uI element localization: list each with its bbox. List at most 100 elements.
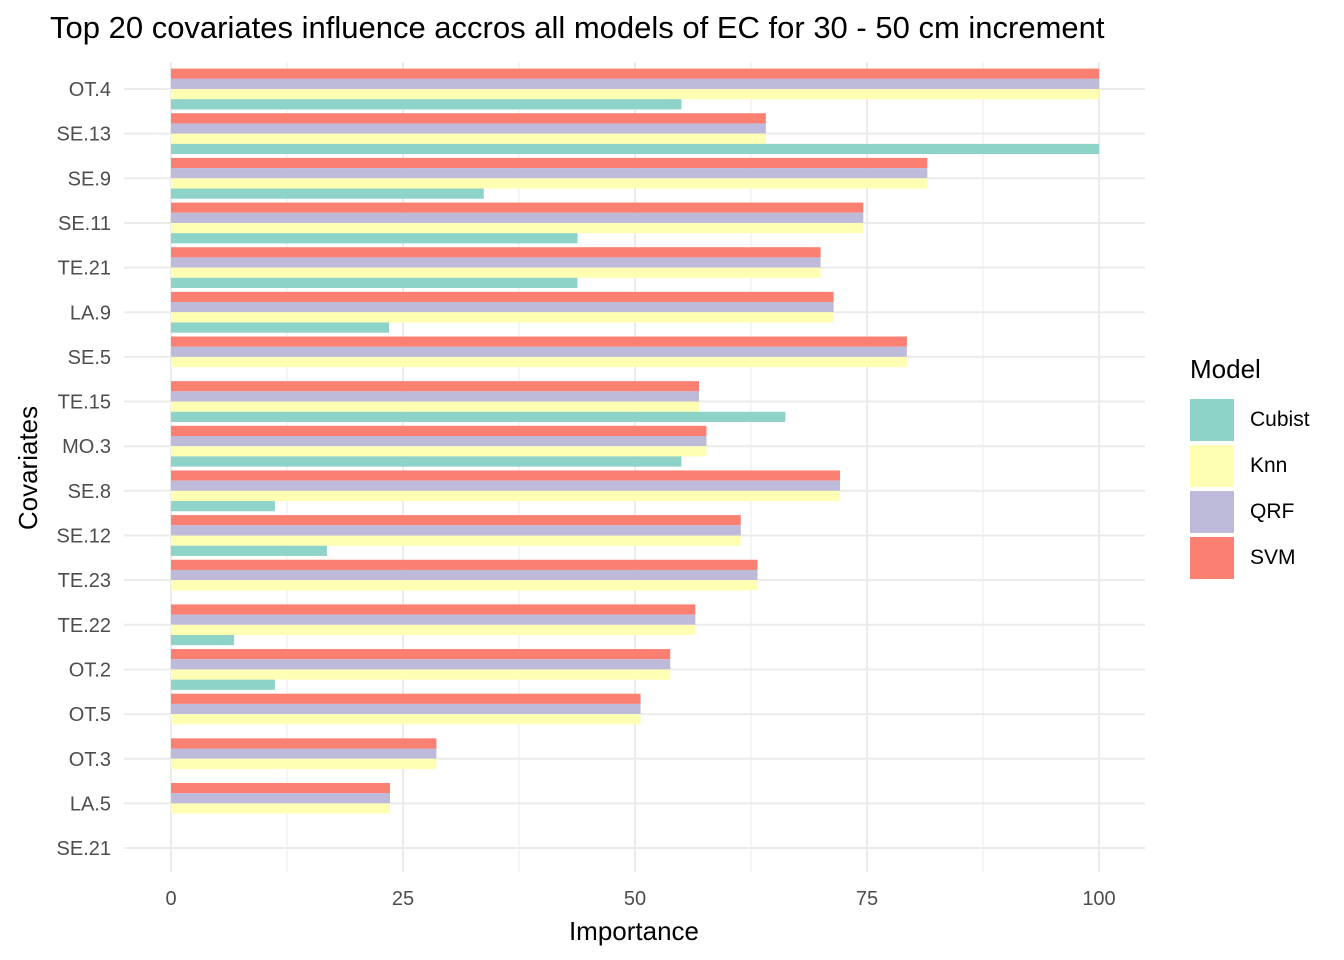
y-tick-label: TE.21: [58, 258, 111, 280]
legend-title: Model: [1190, 354, 1261, 384]
bar-qrf-te-23: [171, 569, 758, 581]
y-tick-label: SE.21: [57, 838, 111, 860]
bar-svm-te-15: [171, 381, 700, 392]
bar-svm-la-9: [171, 291, 834, 303]
legend-item-svm: SVM: [1190, 536, 1296, 580]
bar-qrf-te-21: [171, 257, 821, 268]
bar-svm-ot-3: [171, 738, 437, 749]
bars-layer: [171, 68, 1099, 814]
x-tick-label: 50: [624, 888, 646, 910]
bar-svm-se-5: [171, 336, 907, 347]
x-tick-label: 25: [392, 888, 414, 910]
bar-cubist-se-11: [171, 233, 578, 244]
y-tick-labels: OT.4 SE.13 SE.9 SE.11 TE.21 LA.9 SE.5 TE.15 MO.3…: [57, 79, 111, 860]
y-tick-label: TE.15: [58, 392, 111, 414]
bar-knn-se-11: [171, 222, 864, 234]
y-tick-label: MO.3: [62, 436, 111, 458]
bar-cubist-te-22: [171, 635, 235, 646]
bar-qrf-ot-3: [171, 748, 437, 759]
bar-qrf-se-9: [171, 168, 928, 179]
legend-label: SVM: [1250, 546, 1296, 569]
bar-svm-la-5: [171, 783, 391, 794]
bar-cubist-la-9: [171, 322, 390, 333]
bar-knn-se-5: [171, 356, 907, 368]
bar-knn-se-8: [171, 490, 841, 502]
bar-svm-se-12: [171, 515, 741, 526]
bar-qrf-se-13: [171, 123, 766, 134]
bar-knn-mo-3: [171, 446, 707, 457]
bar-qrf-ot-2: [171, 659, 671, 670]
bar-knn-te-21: [171, 267, 821, 278]
bar-qrf-se-12: [171, 525, 741, 536]
y-tick-label: OT.4: [69, 79, 111, 101]
bar-cubist-se-8: [171, 501, 275, 512]
y-tick-label: OT.5: [69, 704, 111, 726]
bar-svm-te-22: [171, 604, 696, 615]
legend-item-knn: Knn: [1190, 444, 1287, 488]
bar-cubist-se-12: [171, 545, 327, 556]
legend-swatch: [1190, 537, 1234, 579]
x-axis-label: Importance: [569, 916, 699, 946]
bar-svm-ot-5: [171, 693, 641, 704]
legend-item-cubist: Cubist: [1190, 398, 1310, 442]
y-axis-label: Covariates: [13, 406, 43, 530]
bar-svm-se-9: [171, 157, 928, 169]
legend-swatch: [1190, 491, 1234, 533]
x-tick-label: 75: [856, 888, 878, 910]
bar-qrf-se-11: [171, 212, 864, 223]
y-tick-label: SE.12: [57, 526, 111, 548]
legend-swatch: [1190, 445, 1234, 487]
bar-svm-se-11: [171, 202, 864, 213]
bar-svm-se-13: [171, 113, 766, 124]
bar-svm-ot-4: [171, 68, 1099, 79]
y-tick-label: OT.3: [69, 749, 111, 771]
bar-svm-te-23: [171, 559, 758, 570]
bar-knn-te-22: [171, 624, 696, 635]
legend-label: Knn: [1250, 454, 1288, 477]
bar-svm-se-8: [171, 470, 841, 481]
bar-knn-te-23: [171, 580, 758, 591]
bar-svm-te-21: [171, 247, 821, 258]
bar-svm-ot-2: [171, 649, 671, 660]
bar-cubist-ot-2: [171, 679, 275, 690]
y-tick-label: TE.22: [58, 615, 111, 637]
bar-knn-se-9: [171, 178, 928, 189]
bar-cubist-se-13: [171, 143, 1099, 155]
bar-qrf-te-15: [171, 391, 700, 402]
legend-label: QRF: [1250, 500, 1295, 523]
bar-knn-ot-4: [171, 89, 1099, 100]
x-tick-label: 100: [1082, 888, 1115, 910]
x-tick-labels: 0 25 50 75 100: [165, 888, 1115, 910]
bar-cubist-se-9: [171, 188, 484, 199]
bar-knn-la-5: [171, 803, 391, 814]
y-tick-label: LA.5: [70, 793, 111, 815]
bar-cubist-ot-4: [171, 99, 682, 110]
y-tick-label: TE.23: [58, 570, 111, 592]
y-tick-label: LA.9: [70, 302, 111, 324]
x-tick-label: 0: [165, 888, 176, 910]
chart-title: Top 20 covariates influence accros all m…: [50, 10, 1105, 45]
bar-qrf-mo-3: [171, 436, 707, 447]
y-tick-label: SE.11: [58, 213, 111, 235]
bar-knn-se-12: [171, 535, 741, 546]
bar-qrf-te-22: [171, 614, 696, 625]
y-tick-label: SE.8: [68, 481, 111, 503]
bar-cubist-te-21: [171, 277, 578, 288]
bar-qrf-ot-4: [171, 78, 1099, 89]
bar-cubist-mo-3: [171, 456, 682, 467]
bar-qrf-ot-5: [171, 703, 641, 715]
bar-qrf-la-5: [171, 793, 391, 804]
bar-knn-la-9: [171, 312, 834, 323]
bar-knn-ot-2: [171, 669, 671, 680]
bar-knn-ot-3: [171, 758, 437, 769]
y-tick-label: SE.9: [68, 168, 111, 190]
legend-swatch: [1190, 399, 1234, 441]
legend-item-qrf: QRF: [1190, 490, 1294, 534]
bar-knn-te-15: [171, 401, 700, 412]
bar-qrf-la-9: [171, 302, 834, 313]
bar-cubist-te-15: [171, 411, 786, 422]
legend-label: Cubist: [1250, 408, 1310, 431]
y-tick-label: SE.5: [68, 347, 111, 369]
